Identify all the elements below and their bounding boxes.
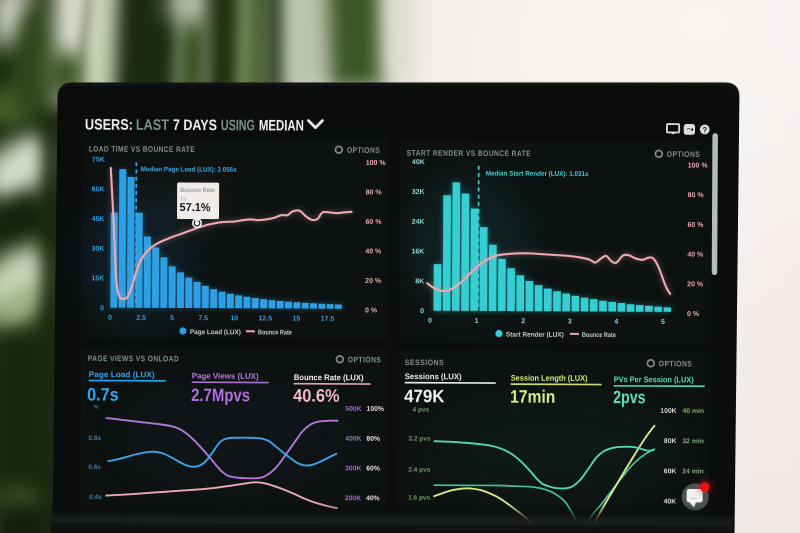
svg-text:0: 0 [428, 318, 432, 325]
svg-text:Page Views (LUX): Page Views (LUX) [192, 371, 259, 380]
svg-text:LAST: LAST [136, 116, 169, 134]
svg-text:100%: 100% [367, 406, 384, 413]
svg-text:40K: 40K [412, 159, 425, 166]
svg-text:5: 5 [661, 319, 665, 326]
svg-text:15K: 15K [91, 275, 104, 282]
svg-text:100 %: 100 % [366, 160, 387, 167]
svg-text:OPTIONS: OPTIONS [667, 149, 700, 159]
svg-text:10: 10 [230, 315, 238, 322]
svg-text:40K: 40K [664, 498, 677, 505]
svg-text:32K: 32K [412, 189, 425, 196]
svg-text:4 pvs: 4 pvs [413, 407, 430, 414]
svg-text:20 %: 20 % [687, 281, 704, 288]
svg-text:PAGE VIEWS VS ONLOAD: PAGE VIEWS VS ONLOAD [88, 353, 179, 363]
svg-text:OPTIONS: OPTIONS [348, 355, 381, 365]
svg-text:1.6 pvs: 1.6 pvs [408, 495, 430, 502]
svg-text:60 %: 60 % [365, 219, 382, 226]
svg-text:57.1%: 57.1% [180, 202, 211, 214]
svg-text:100K: 100K [660, 408, 676, 415]
svg-text:400K: 400K [345, 436, 361, 443]
svg-text:START RENDER VS BOUNCE RATE: START RENDER VS BOUNCE RATE [407, 148, 531, 158]
svg-text:Median Page Load (LUX): 2.056s: Median Page Load (LUX): 2.056s [141, 166, 237, 174]
svg-text:0.7s: 0.7s [87, 385, 119, 405]
svg-text:2.4 pvs: 2.4 pvs [408, 467, 430, 474]
svg-text:40 min: 40 min [683, 408, 705, 415]
svg-text:500K: 500K [345, 406, 361, 413]
svg-text:40 %: 40 % [687, 252, 704, 259]
svg-text:SESSIONS: SESSIONS [405, 358, 444, 368]
svg-text:Bounce Rate (LUX): Bounce Rate (LUX) [294, 373, 364, 383]
svg-text:Page Load (LUX): Page Load (LUX) [89, 370, 155, 379]
svg-text:0.4s: 0.4s [89, 494, 102, 501]
svg-text:17.5: 17.5 [321, 316, 335, 323]
svg-text:17min: 17min [510, 387, 555, 407]
svg-text:40.6%: 40.6% [293, 385, 339, 406]
svg-text:4: 4 [614, 319, 618, 326]
svg-text:8K: 8K [415, 278, 424, 285]
svg-text:OPTIONS: OPTIONS [347, 145, 380, 155]
svg-text:12.5: 12.5 [259, 315, 273, 322]
svg-text:2.5: 2.5 [136, 315, 146, 322]
svg-text:24 min: 24 min [682, 468, 704, 475]
svg-text:300K: 300K [345, 465, 361, 472]
svg-text:40%: 40% [366, 495, 380, 502]
svg-text:200K: 200K [345, 495, 361, 502]
svg-text:LOAD TIME VS BOUNCE RATE: LOAD TIME VS BOUNCE RATE [89, 144, 195, 154]
svg-text:60K: 60K [92, 186, 105, 193]
svg-text:Page Load (LUX): Page Load (LUX) [190, 329, 241, 336]
svg-text:16K: 16K [411, 248, 424, 255]
svg-text:Bounce Rate: Bounce Rate [258, 329, 292, 337]
svg-text:80K: 80K [664, 438, 677, 445]
svg-text:15: 15 [293, 316, 301, 323]
svg-text:0: 0 [420, 308, 424, 315]
svg-text:OPTIONS: OPTIONS [659, 359, 692, 369]
svg-text:45K: 45K [92, 216, 105, 223]
svg-text:2: 2 [521, 318, 525, 325]
svg-text:?: ? [702, 126, 707, 135]
svg-text:USING: USING [221, 116, 255, 133]
svg-text:20 %: 20 % [365, 278, 382, 285]
svg-text:60K: 60K [664, 468, 677, 475]
svg-text:60%: 60% [366, 465, 380, 472]
svg-text:60 %: 60 % [687, 222, 704, 229]
svg-text:Start Render (LUX): Start Render (LUX) [506, 331, 564, 338]
svg-text:PVs Per Session (LUX): PVs Per Session (LUX) [614, 375, 694, 385]
svg-text:0: 0 [100, 305, 104, 312]
svg-text:80%: 80% [366, 436, 380, 443]
svg-text:Session Length (LUX): Session Length (LUX) [511, 373, 588, 383]
svg-text:100 %: 100 % [688, 162, 709, 169]
svg-text:0: 0 [108, 315, 112, 322]
svg-text:0.8s: 0.8s [88, 435, 101, 442]
svg-text:80 %: 80 % [688, 192, 705, 199]
svg-text:Bounce Rate: Bounce Rate [180, 188, 216, 194]
svg-text:479K: 479K [404, 386, 445, 407]
svg-text:30K: 30K [91, 246, 104, 253]
svg-text:7.5: 7.5 [198, 315, 208, 322]
svg-text:75K: 75K [92, 157, 105, 164]
svg-text:3: 3 [568, 318, 572, 325]
svg-text:MEDIAN: MEDIAN [259, 117, 304, 134]
svg-text:32 min: 32 min [682, 438, 704, 445]
svg-text:80 %: 80 % [366, 189, 383, 196]
svg-text:2pvs: 2pvs [613, 388, 646, 408]
svg-text:40 %: 40 % [365, 248, 382, 255]
svg-text:7 DAYS: 7 DAYS [173, 116, 217, 134]
svg-text:3.2 pvs: 3.2 pvs [408, 436, 430, 443]
svg-text:5: 5 [170, 315, 174, 322]
svg-text:2.7Mpvs: 2.7Mpvs [191, 385, 250, 406]
svg-text:0.6s: 0.6s [88, 464, 101, 471]
svg-text:1: 1 [475, 318, 479, 325]
svg-text:Sessions (LUX): Sessions (LUX) [405, 372, 462, 382]
svg-text:Median Start Render (LUX): 1.0: Median Start Render (LUX): 1.031s [486, 170, 589, 178]
svg-text:0 %: 0 % [687, 311, 700, 318]
svg-text:USERS:: USERS: [85, 115, 133, 133]
svg-text:0 %: 0 % [365, 307, 378, 314]
svg-text:7s: 7s [180, 196, 186, 202]
svg-text:24K: 24K [412, 219, 425, 226]
svg-text:%: % [94, 405, 99, 411]
svg-text:Bounce Rate: Bounce Rate [582, 331, 616, 339]
